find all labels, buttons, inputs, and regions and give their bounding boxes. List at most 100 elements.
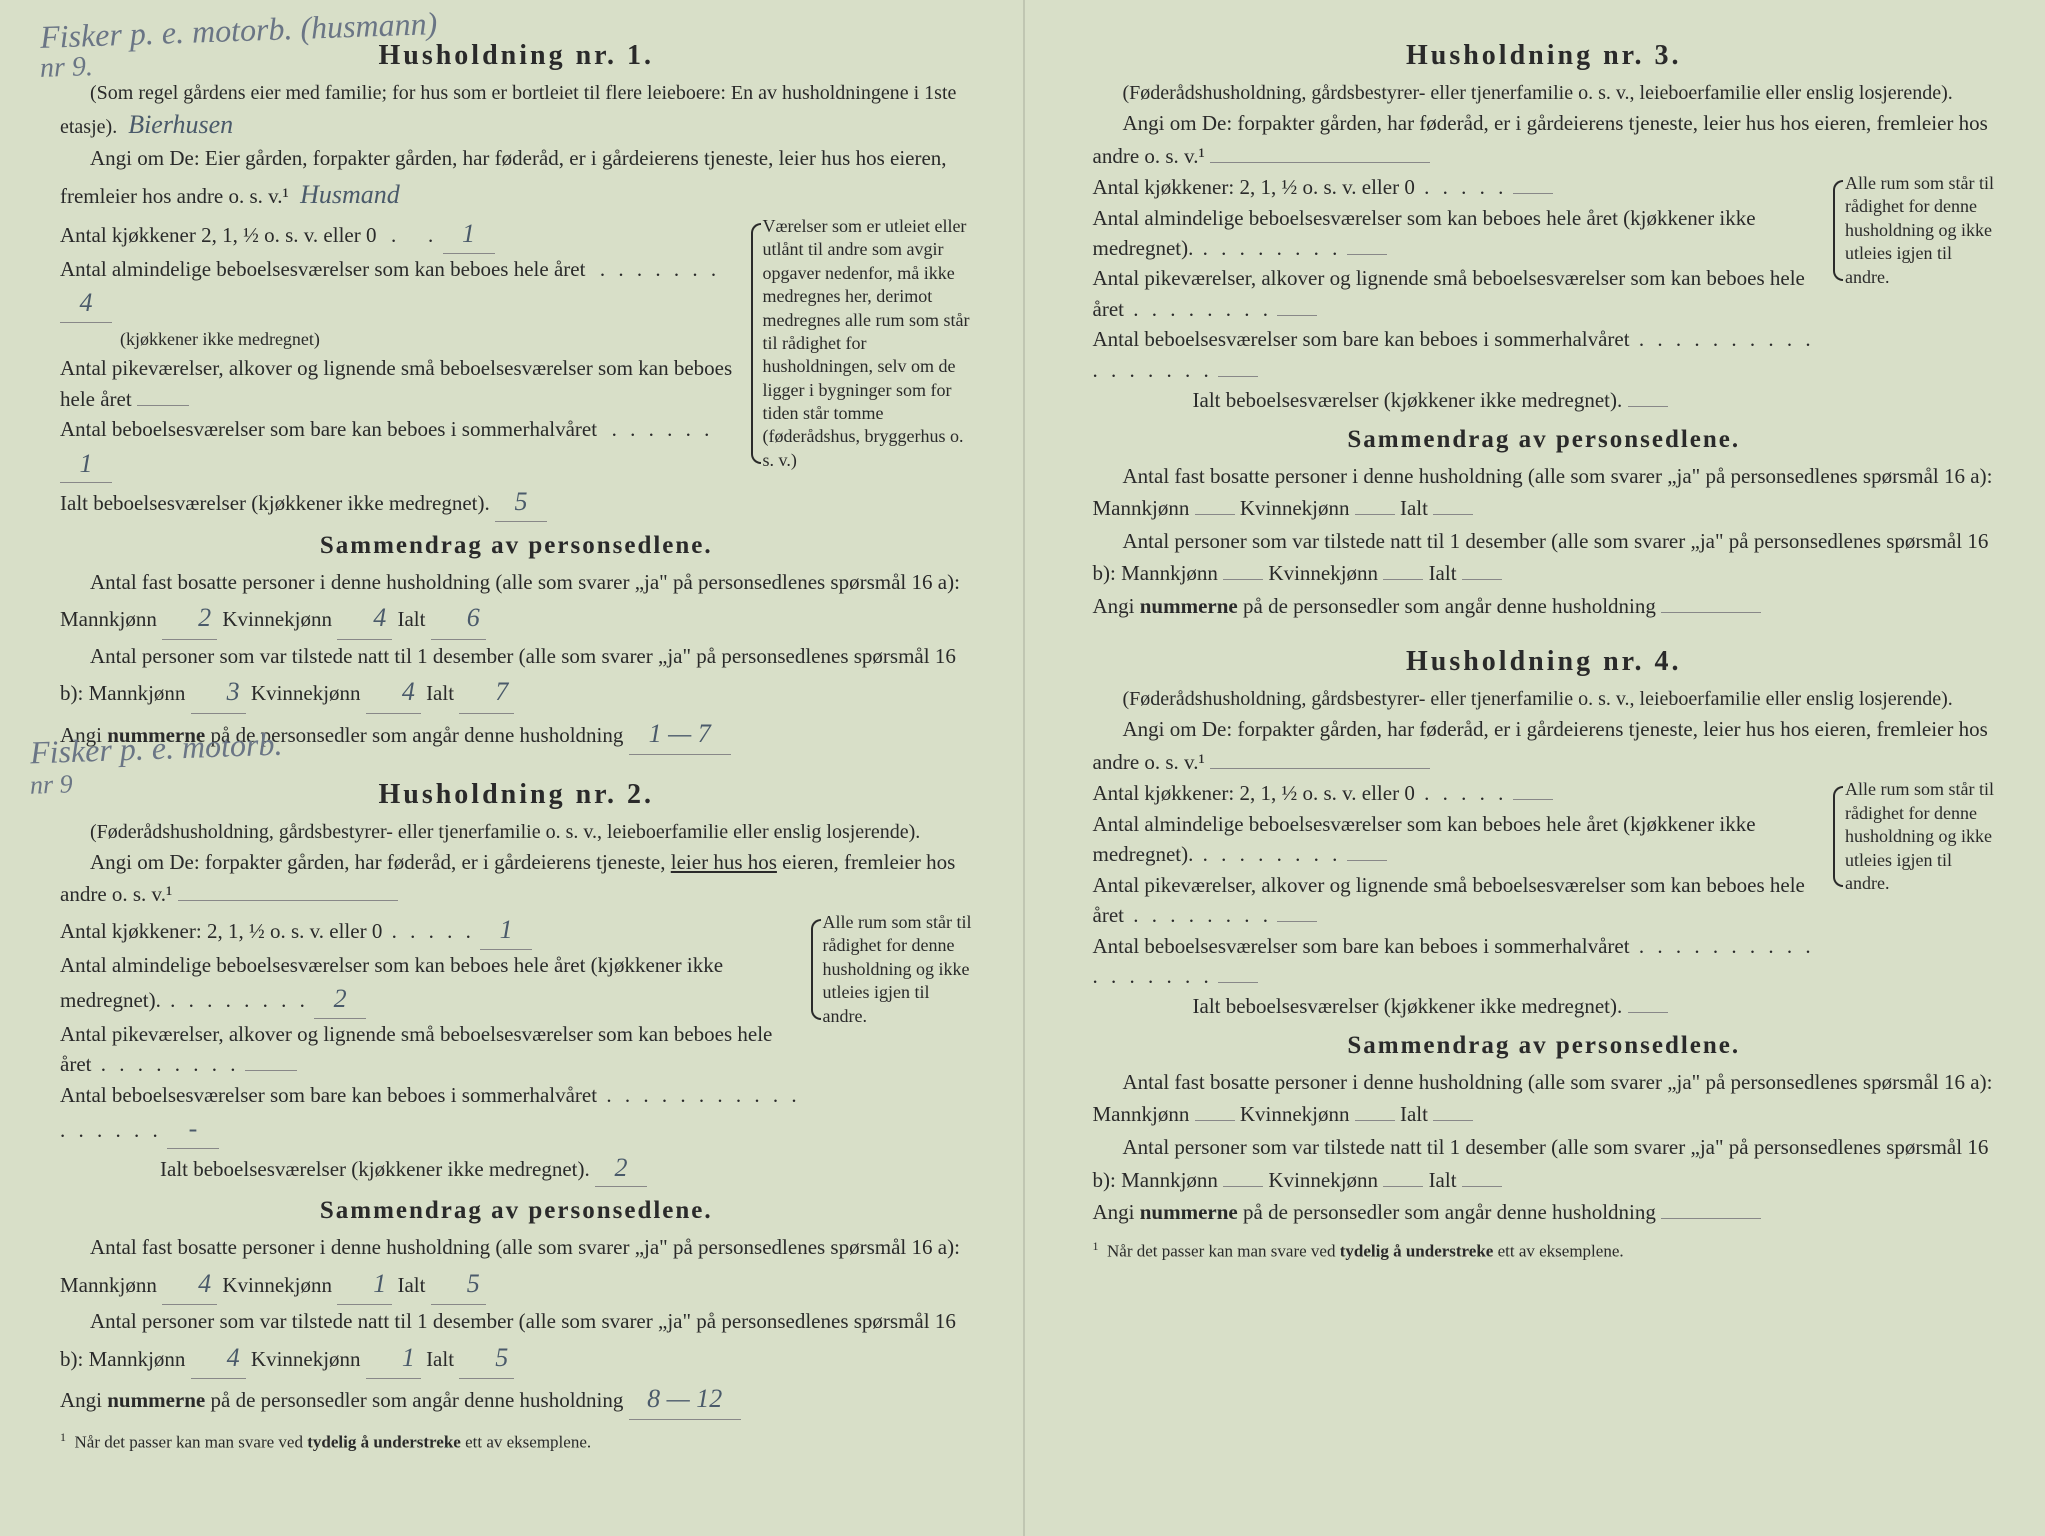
hh2-tilstede-k: 1 bbox=[366, 1338, 421, 1379]
hh1-fast: Antal fast bosatte personer i denne hush… bbox=[60, 566, 973, 640]
hh3-paren: (Føderådshusholdning, gårdsbestyrer- ell… bbox=[1093, 80, 1996, 107]
ialt-label: Ialt bbox=[426, 681, 454, 705]
footnote-marker: 1 bbox=[1093, 1239, 1099, 1253]
kvinne-label: Kvinnekjønn bbox=[222, 607, 332, 631]
hh4-nummerne-val bbox=[1661, 1218, 1761, 1219]
hh1-paren: (Som regel gårdens eier med familie; for… bbox=[60, 80, 973, 142]
hh1-angi-text: Angi om De: Eier gården, forpakter gårde… bbox=[60, 146, 947, 208]
hh4-sidenote: Alle rum som står til rådighet for denne… bbox=[1833, 778, 1995, 895]
hh4-sommer-label: Antal beboelsesværelser som bare kan beb… bbox=[1093, 934, 1630, 958]
margin-note-2b: nr 9 bbox=[29, 769, 73, 800]
hh4-title: Husholdning nr. 4. bbox=[1093, 646, 1996, 678]
hh2-alm-val: 2 bbox=[314, 980, 366, 1019]
hh4-fast: Antal fast bosatte personer i denne hush… bbox=[1093, 1066, 1996, 1131]
hh2-angi: Angi om De: forpakter gården, har føderå… bbox=[60, 846, 973, 911]
hh4-pike-val bbox=[1277, 921, 1317, 922]
hh2-kjokkener-label: Antal kjøkkener: 2, 1, ½ o. s. v. eller … bbox=[60, 919, 382, 943]
hh2-sammendrag-title: Sammendrag av personsedlene. bbox=[60, 1197, 973, 1225]
footnote-marker: 1 bbox=[60, 1430, 66, 1444]
hh1-pike: Antal pikeværelser, alkover og lignende … bbox=[60, 353, 751, 414]
household-1: Husholdning nr. 1. (Som regel gårdens ei… bbox=[60, 40, 973, 755]
hh2-fast-k: 1 bbox=[337, 1264, 392, 1305]
hh3-rooms-row: Antal kjøkkener: 2, 1, ½ o. s. v. eller … bbox=[1093, 172, 1996, 416]
hh3-angi-text: Angi om De: forpakter gården, har føderå… bbox=[1093, 111, 1988, 168]
hh4-angi: Angi om De: forpakter gården, har føderå… bbox=[1093, 713, 1996, 778]
hh1-fast-k: 4 bbox=[337, 598, 392, 639]
hh2-nummerne: Angi nummerne på de personsedler som ang… bbox=[60, 1379, 973, 1420]
hh3-tilstede: Antal personer som var tilstede natt til… bbox=[1093, 525, 1996, 590]
hh4-sommer-val bbox=[1218, 982, 1258, 983]
hh3-kjokkener-val bbox=[1513, 193, 1553, 194]
hh3-fast-k bbox=[1355, 514, 1395, 515]
household-3: Husholdning nr. 3. (Føderådshusholdning,… bbox=[1093, 40, 1996, 622]
hh3-alm-val bbox=[1347, 254, 1387, 255]
hh1-ialt: Ialt beboelsesværelser (kjøkkener ikke m… bbox=[60, 483, 751, 522]
hh1-tilstede-ialt: 7 bbox=[459, 672, 514, 713]
hh2-fast: Antal fast bosatte personer i denne hush… bbox=[60, 1231, 973, 1305]
hh2-angi-blank bbox=[178, 900, 398, 901]
hh2-alm-label: Antal almindelige beboelsesværelser som … bbox=[60, 953, 723, 1012]
hh4-tilstede: Antal personer som var tilstede natt til… bbox=[1093, 1131, 1996, 1196]
hh3-title: Husholdning nr. 3. bbox=[1093, 40, 1996, 72]
hh2-kjokkener-val: 1 bbox=[480, 911, 532, 950]
hh2-pike-val bbox=[245, 1070, 297, 1071]
kvinne-label: Kvinnekjønn bbox=[1240, 1102, 1350, 1126]
hh1-sommer-val: 1 bbox=[60, 445, 112, 484]
hh4-paren: (Føderådshusholdning, gårdsbestyrer- ell… bbox=[1093, 686, 1996, 713]
hh3-alm-label: Antal almindelige beboelsesværelser som … bbox=[1093, 206, 1756, 260]
hh1-rooms-row: Antal kjøkkener 2, 1, ½ o. s. v. eller 0… bbox=[60, 215, 973, 522]
hh1-rooms: Antal kjøkkener 2, 1, ½ o. s. v. eller 0… bbox=[60, 215, 751, 522]
hh2-footnote: 1 Når det passer kan man svare ved tydel… bbox=[60, 1430, 973, 1453]
margin-note-1b: nr 9. bbox=[39, 51, 93, 85]
hh1-pike-label: Antal pikeværelser, alkover og lignende … bbox=[60, 356, 732, 410]
hh3-sommer-val bbox=[1218, 376, 1258, 377]
hh3-sommer-label: Antal beboelsesværelser som bare kan beb… bbox=[1093, 327, 1630, 351]
hh4-tilstede-k bbox=[1383, 1186, 1423, 1187]
hh4-alm-label: Antal almindelige beboelsesværelser som … bbox=[1093, 812, 1756, 866]
hh1-husmand-handwriting: Husmand bbox=[294, 180, 406, 209]
hh2-fast-m: 4 bbox=[162, 1264, 217, 1305]
hh1-sidenote: Værelser som er utleiet eller utlånt til… bbox=[751, 215, 973, 472]
kvinne-label: Kvinnekjønn bbox=[1268, 561, 1378, 585]
hh1-kjokkener-label: Antal kjøkkener 2, 1, ½ o. s. v. eller 0 bbox=[60, 223, 377, 247]
hh4-ialt-label: Ialt beboelsesværelser (kjøkkener ikke m… bbox=[1193, 994, 1623, 1018]
hh1-fast-ialt: 6 bbox=[431, 598, 486, 639]
hh4-fast-k bbox=[1355, 1120, 1395, 1121]
hh3-ialt-val bbox=[1628, 406, 1668, 407]
hh1-alm-val: 4 bbox=[60, 284, 112, 323]
hh1-fast-m: 2 bbox=[162, 598, 217, 639]
hh2-rooms-row: Antal kjøkkener: 2, 1, ½ o. s. v. eller … bbox=[60, 911, 973, 1188]
ialt-label: Ialt bbox=[1429, 1168, 1457, 1192]
hh1-angi: Angi om De: Eier gården, forpakter gårde… bbox=[60, 142, 973, 215]
hh4-angi-text: Angi om De: forpakter gården, har føderå… bbox=[1093, 717, 1988, 774]
hh4-tilstede-ialt bbox=[1462, 1186, 1502, 1187]
household-4: Husholdning nr. 4. (Føderådshusholdning,… bbox=[1093, 646, 1996, 1261]
hh1-pike-val bbox=[137, 405, 189, 406]
ialt-label: Ialt bbox=[1429, 561, 1457, 585]
hh2-rooms: Antal kjøkkener: 2, 1, ½ o. s. v. eller … bbox=[60, 911, 811, 1188]
hh3-sidenote: Alle rum som står til rådighet for denne… bbox=[1833, 172, 1995, 289]
hh4-nummerne: Angi nummerne på de personsedler som ang… bbox=[1093, 1196, 1996, 1229]
hh3-kjokkener-label: Antal kjøkkener: 2, 1, ½ o. s. v. eller … bbox=[1093, 175, 1415, 199]
kvinne-label: Kvinnekjønn bbox=[1240, 496, 1350, 520]
hh1-ialt-val: 5 bbox=[495, 483, 547, 522]
page-fold bbox=[1023, 0, 1025, 1536]
hh3-fast-ialt bbox=[1433, 514, 1473, 515]
hh1-alm-sub: (kjøkkener ikke medregnet) bbox=[60, 329, 320, 349]
hh1-alm: Antal almindelige beboelsesværelser som … bbox=[60, 254, 751, 354]
hh2-sommer-label: Antal beboelsesværelser som bare kan beb… bbox=[60, 1083, 597, 1107]
hh2-title: Husholdning nr. 2. bbox=[60, 779, 973, 811]
hh2-fast-ialt: 5 bbox=[431, 1264, 486, 1305]
hh3-pike-val bbox=[1277, 315, 1317, 316]
ialt-label: Ialt bbox=[426, 1347, 454, 1371]
hh3-tilstede-k bbox=[1383, 579, 1423, 580]
hh4-fast-m bbox=[1195, 1120, 1235, 1121]
hh3-fast-m bbox=[1195, 514, 1235, 515]
hh4-sammendrag-title: Sammendrag av personsedlene. bbox=[1093, 1032, 1996, 1060]
kvinne-label: Kvinnekjønn bbox=[251, 1347, 361, 1371]
hh3-ialt-label: Ialt beboelsesværelser (kjøkkener ikke m… bbox=[1193, 388, 1623, 412]
kvinne-label: Kvinnekjønn bbox=[222, 1273, 332, 1297]
tilstede-prefix: Antal personer som var tilstede natt til… bbox=[1093, 529, 1989, 586]
hh2-tilstede-ialt: 5 bbox=[459, 1338, 514, 1379]
hh2-tilstede-m: 4 bbox=[191, 1338, 246, 1379]
